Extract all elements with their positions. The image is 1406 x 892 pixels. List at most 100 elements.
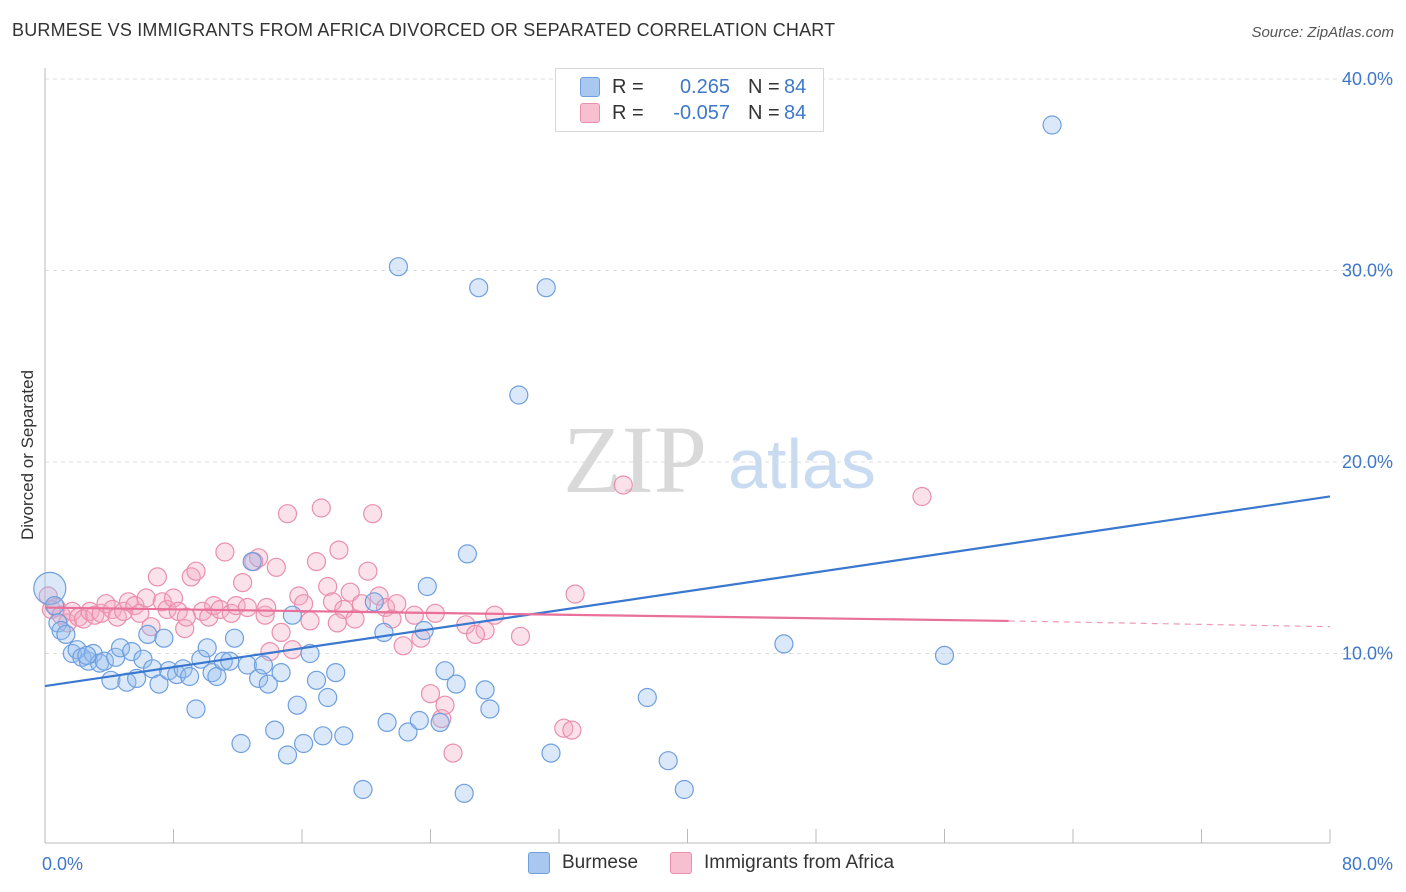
legend-r-value: 0.265: [679, 75, 730, 98]
data-point-burmese: [435, 661, 455, 681]
legend-item-immigrants: Immigrants from Africa: [670, 852, 894, 874]
data-point-burmese: [334, 726, 354, 746]
data-point-immigrants: [435, 695, 455, 715]
legend-r-value: -0.057: [673, 101, 730, 124]
data-point-immigrants: [318, 576, 338, 597]
x-tick-label: 0.0%: [42, 854, 83, 874]
data-point-burmese: [149, 674, 169, 694]
trend-line-burmese: [44, 495, 1331, 688]
data-point-burmese: [475, 680, 495, 700]
data-point-burmese: [180, 666, 200, 687]
data-point-burmese: [536, 278, 556, 298]
data-point-immigrants: [340, 582, 360, 602]
data-point-burmese: [469, 278, 489, 298]
data-point-immigrants: [411, 628, 431, 648]
data-point-burmese: [101, 670, 121, 690]
data-point-burmese: [313, 726, 333, 746]
data-point-immigrants: [147, 567, 167, 587]
tick-labels: 10.0% 20.0% 30.0% 40.0% 0.0% 80.0%: [42, 69, 1393, 874]
data-point-burmese: [374, 622, 394, 643]
legend-n-value: 84: [784, 75, 807, 98]
legend-swatch-burmese: [580, 77, 600, 97]
data-point-immigrants: [562, 720, 582, 740]
data-point-immigrants: [277, 504, 298, 524]
data-point-burmese: [220, 651, 240, 671]
data-point-burmese: [774, 634, 794, 654]
legend-n-label: N =: [748, 101, 780, 124]
data-point-immigrants: [306, 551, 327, 572]
y-tick-label: 10.0%: [1342, 644, 1393, 664]
data-point-burmese: [133, 649, 153, 669]
data-point-burmese: [122, 641, 142, 662]
data-point-burmese: [138, 624, 158, 645]
data-point-burmese: [446, 674, 466, 694]
data-point-burmese: [934, 645, 955, 666]
data-point-immigrants: [393, 636, 413, 656]
y-tick-label: 20.0%: [1342, 452, 1393, 472]
data-point-immigrants: [311, 498, 331, 518]
data-point-immigrants: [465, 624, 486, 645]
data-point-burmese: [509, 385, 529, 405]
watermark-atlas: atlas: [728, 425, 876, 503]
series-legend: Burmese Immigrants from Africa: [0, 852, 1406, 876]
data-point-immigrants: [358, 561, 378, 581]
data-point-burmese: [186, 699, 206, 719]
data-point-burmese: [277, 745, 298, 765]
data-point-burmese: [388, 257, 408, 277]
data-point-burmese: [253, 655, 273, 675]
legend-r-label: R =: [612, 75, 644, 98]
data-point-burmese: [398, 722, 418, 742]
axes: [44, 68, 1331, 844]
data-point-burmese: [377, 712, 397, 733]
data-point-immigrants: [387, 594, 407, 614]
data-point-immigrants: [294, 594, 314, 614]
data-point-burmese: [242, 551, 262, 572]
data-point-burmese: [674, 779, 694, 800]
data-point-burmese: [258, 674, 278, 694]
data-point-immigrants: [565, 584, 585, 604]
data-point-immigrants: [363, 504, 383, 524]
legend-r-label: R =: [612, 101, 644, 124]
x-tick-label: 80.0%: [1342, 854, 1393, 874]
data-point-burmese: [231, 733, 251, 754]
data-point-immigrants: [176, 607, 196, 627]
y-tick-label: 30.0%: [1342, 261, 1393, 281]
data-point-burmese: [326, 662, 346, 683]
data-point-burmese: [197, 638, 217, 658]
chart-title: BURMESE VS IMMIGRANTS FROM AFRICA DIVORC…: [12, 20, 836, 40]
data-point-burmese: [224, 628, 245, 648]
data-point-burmese: [154, 628, 174, 648]
data-point-immigrants: [420, 684, 441, 704]
legend-label-burmese: Burmese: [562, 852, 639, 873]
data-point-burmese: [480, 699, 500, 719]
data-point-burmese: [33, 571, 67, 606]
stats-legend: R = 0.265 N = 84 R = -0.057 N = 84: [555, 68, 824, 132]
legend-swatch-immigrants: [670, 852, 692, 874]
data-point-immigrants: [613, 475, 633, 495]
data-point-burmese: [430, 712, 450, 733]
legend-item-burmese: Burmese: [528, 852, 638, 874]
data-point-immigrants: [257, 597, 277, 618]
data-point-burmese: [457, 544, 477, 564]
data-point-immigrants: [443, 743, 463, 763]
data-point-immigrants: [300, 611, 320, 631]
trend-line-immigrants-extrapolated: [1008, 620, 1331, 628]
data-point-immigrants: [199, 607, 219, 627]
data-point-burmese: [364, 592, 384, 612]
data-point-immigrants: [271, 622, 291, 643]
data-point-immigrants: [554, 718, 574, 738]
legend-swatch-immigrants: [580, 103, 600, 123]
data-point-immigrants: [237, 597, 257, 618]
data-point-immigrants: [266, 557, 286, 577]
source-label: Source: ZipAtlas.com: [1251, 24, 1394, 41]
data-point-burmese: [44, 595, 65, 616]
data-point-burmese: [454, 783, 474, 803]
y-axis-title: Divorced or Separated: [18, 369, 37, 541]
data-point-immigrants: [73, 609, 94, 629]
trend-lines: [44, 495, 1331, 688]
legend-swatch-burmese: [528, 852, 550, 874]
data-point-immigrants: [912, 486, 932, 507]
data-point-immigrants: [215, 542, 235, 562]
legend-row-burmese: R = 0.265 N = 84: [580, 75, 806, 99]
data-point-burmese: [271, 662, 291, 683]
